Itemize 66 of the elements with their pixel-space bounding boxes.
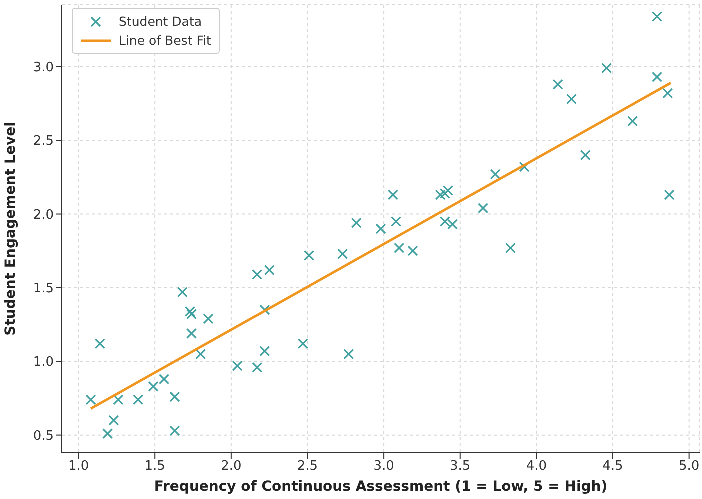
x-tick-label: 5.0 [678, 459, 700, 474]
point [304, 250, 315, 261]
point [186, 309, 198, 320]
point [170, 392, 180, 402]
point [376, 224, 386, 234]
y-axis-title: Student Engagement Level [2, 122, 19, 336]
point [390, 216, 402, 227]
point [440, 188, 450, 199]
point [394, 242, 405, 254]
point [408, 246, 418, 256]
point [338, 248, 348, 260]
legend-label: Line of Best Fit [119, 33, 212, 48]
point [203, 314, 214, 324]
point [102, 428, 114, 440]
y-tick-label: 2.5 [33, 134, 54, 150]
x-axis-title: Frequency of Continuous Assessment (1 = Low, 5 = High) [154, 479, 608, 495]
y-tick-label: 3.0 [33, 60, 54, 76]
point [490, 169, 501, 180]
point [628, 116, 638, 127]
point [664, 190, 675, 200]
point [133, 394, 144, 406]
x-tick-label: 3.0 [374, 459, 394, 474]
y-tick-label: 2.0 [33, 208, 54, 223]
point [184, 306, 196, 317]
point [351, 218, 362, 228]
y-tick-label: 1.0 [33, 355, 54, 370]
point [252, 362, 263, 373]
point [186, 328, 198, 339]
point [552, 79, 564, 90]
point [252, 269, 263, 280]
point [108, 415, 120, 426]
point [196, 348, 206, 360]
x-tick-label: 4.0 [526, 459, 548, 474]
y-tick-label: 0.5 [33, 428, 54, 444]
point [662, 88, 674, 99]
x-tick-label: 1.5 [144, 459, 166, 474]
point [260, 346, 270, 357]
point [94, 338, 106, 350]
point [298, 338, 308, 350]
point [170, 426, 180, 436]
point [113, 394, 124, 406]
point [566, 94, 578, 105]
point [442, 185, 454, 196]
point [505, 242, 516, 254]
point [478, 203, 489, 214]
point [652, 72, 663, 83]
point [652, 11, 663, 22]
point [148, 381, 159, 392]
point [260, 304, 270, 316]
point [177, 287, 188, 298]
x-tick-label: 2.5 [297, 459, 318, 474]
point [602, 63, 612, 74]
x-tick-label: 2.0 [221, 459, 242, 474]
point [388, 190, 399, 200]
x-tick-label: 3.5 [450, 459, 471, 474]
point [264, 264, 275, 276]
point [580, 150, 591, 161]
point [158, 374, 170, 385]
point [435, 190, 446, 200]
point [232, 360, 243, 372]
point [344, 348, 354, 360]
point [86, 394, 96, 406]
legend-label: Student Data [119, 14, 202, 29]
x-tick-label: 4.5 [602, 459, 624, 474]
x-tick-label: 1.0 [68, 459, 90, 474]
y-tick-label: 1.5 [33, 282, 54, 297]
